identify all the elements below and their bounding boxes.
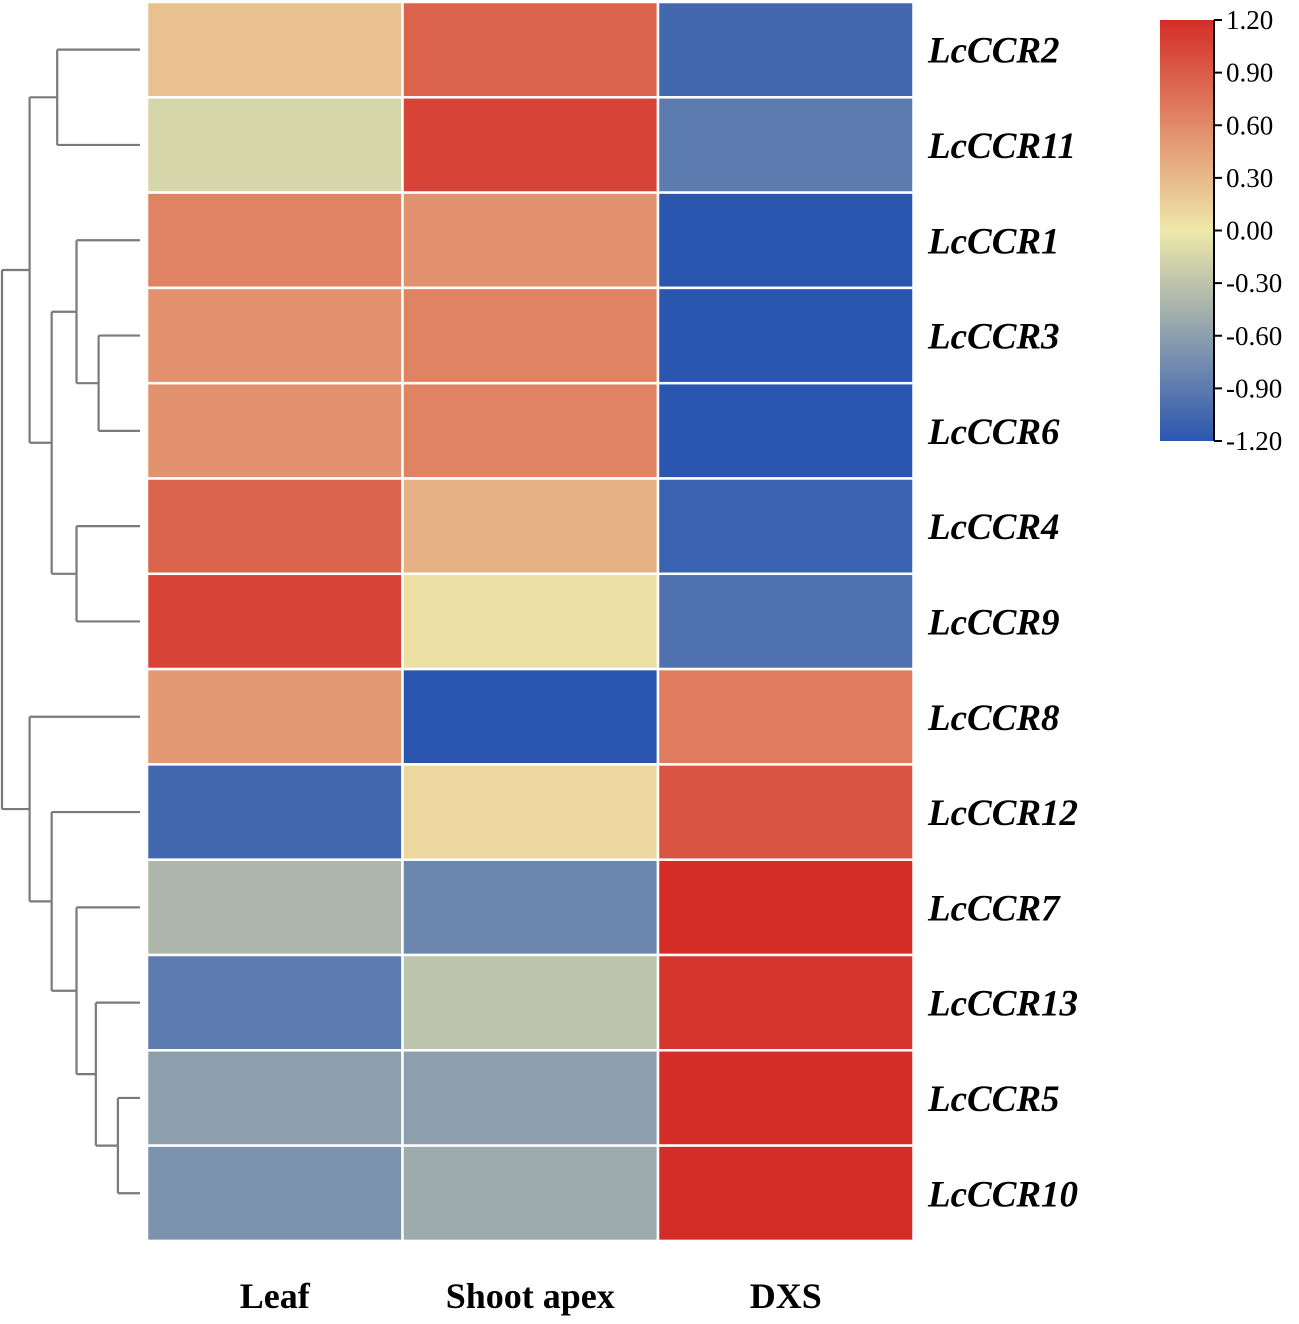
- row-label: LcCCR5: [927, 1079, 1060, 1120]
- column-label: Leaf: [240, 1276, 311, 1316]
- row-label: LcCCR1: [927, 221, 1060, 262]
- heatmap-cell: [656, 1049, 915, 1147]
- heatmap-cell: [401, 477, 660, 576]
- heatmap-cell: [145, 953, 404, 1052]
- colorbar: 1.20 0.90 0.60 0.30 0.00 -0.30 -0.60 -0.90 -1.20: [1160, 5, 1282, 456]
- colorbar-tick-label: -0.90: [1226, 373, 1282, 403]
- heatmap-cell: [145, 381, 404, 480]
- heatmap-cell: [401, 1144, 660, 1243]
- heatmap-cells: [145, 0, 915, 1243]
- heatmap-cell: [145, 477, 404, 576]
- heatmap-cell: [656, 572, 915, 671]
- heatmap-cell: [401, 953, 660, 1052]
- heatmap-cell: [145, 0, 404, 99]
- heatmap-cell: [401, 96, 660, 194]
- colorbar-tick-label: 0.90: [1226, 58, 1273, 88]
- heatmap-cell: [145, 763, 404, 861]
- row-label: LcCCR13: [927, 984, 1078, 1025]
- heatmap-cell: [401, 0, 660, 99]
- row-label: LcCCR11: [927, 126, 1076, 167]
- heatmap-cell: [145, 1144, 404, 1243]
- column-label: DXS: [750, 1276, 822, 1316]
- heatmap-cell: [656, 286, 915, 385]
- heatmap-cell: [656, 381, 915, 480]
- colorbar-tick-label: 0.00: [1226, 216, 1273, 246]
- heatmap-cell: [401, 191, 660, 290]
- heatmap-cell: [656, 191, 915, 290]
- row-label: LcCCR4: [927, 507, 1060, 548]
- row-label: LcCCR7: [927, 888, 1061, 929]
- row-dendrogram: [0, 48, 140, 1195]
- heatmap-cell: [401, 763, 660, 861]
- heatmap-cell: [656, 0, 915, 99]
- colorbar-gradient: [1160, 20, 1214, 441]
- heatmap-cell: [145, 1049, 404, 1147]
- colorbar-tick-label: 1.20: [1226, 5, 1273, 35]
- row-label: LcCCR8: [927, 698, 1060, 739]
- row-label: LcCCR10: [927, 1174, 1078, 1215]
- heatmap-cell: [145, 96, 404, 194]
- colorbar-tick-label: -0.60: [1226, 321, 1282, 351]
- row-label: LcCCR3: [927, 317, 1060, 358]
- colorbar-tick-label: 0.60: [1226, 110, 1273, 140]
- heatmap-cell: [656, 858, 915, 957]
- row-labels: LcCCR2 LcCCR11 LcCCR1 LcCCR3 LcCCR6 LcCCR4 LcC…: [927, 31, 1078, 1216]
- heatmap-cell: [401, 1049, 660, 1147]
- row-label: LcCCR6: [927, 412, 1060, 453]
- heatmap-cell: [401, 858, 660, 957]
- heatmap-cell: [401, 572, 660, 671]
- heatmap-cell: [401, 286, 660, 385]
- heatmap-cell: [656, 667, 915, 766]
- heatmap-cell: [145, 667, 404, 766]
- column-label: Shoot apex: [446, 1276, 615, 1316]
- colorbar-tick-label: -1.20: [1226, 426, 1282, 456]
- column-labels: Leaf Shoot apex DXS: [240, 1276, 822, 1316]
- heatmap-cell: [145, 191, 404, 290]
- heatmap-cell: [656, 477, 915, 576]
- heatmap-cell: [656, 96, 915, 194]
- row-label: LcCCR12: [927, 793, 1078, 834]
- heatmap-cell: [401, 667, 660, 766]
- heatmap-cell: [145, 572, 404, 671]
- heatmap-cell: [401, 381, 660, 480]
- colorbar-tick-label: -0.30: [1226, 268, 1282, 298]
- heatmap-cell: [656, 763, 915, 861]
- heatmap-cell: [145, 858, 404, 957]
- heatmap-cell: [656, 953, 915, 1052]
- heatmap-cell: [145, 286, 404, 385]
- row-label: LcCCR2: [927, 31, 1060, 72]
- colorbar-tick-label: 0.30: [1226, 163, 1273, 193]
- heatmap-cell: [656, 1144, 915, 1243]
- row-label: LcCCR9: [927, 602, 1060, 643]
